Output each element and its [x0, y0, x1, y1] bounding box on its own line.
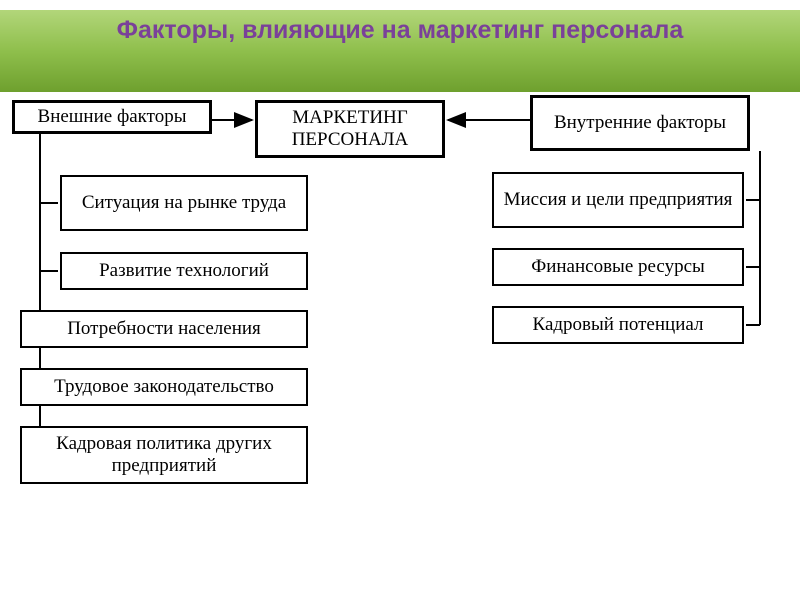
- node-l3: Трудовое законодательство: [20, 368, 308, 406]
- page-title: Факторы, влияющие на маркетинг персонала: [0, 14, 800, 47]
- node-r0: Миссия и цели предприятия: [492, 172, 744, 228]
- node-r1: Финансовые ресурсы: [492, 248, 744, 286]
- node-rhead: Внутренние факторы: [530, 95, 750, 151]
- node-l1: Развитие технологий: [60, 252, 308, 290]
- node-l0: Ситуация на рынке труда: [60, 175, 308, 231]
- node-center: МАРКЕТИНГ ПЕРСОНАЛА: [255, 100, 445, 158]
- node-r2: Кадровый потенциал: [492, 306, 744, 344]
- node-lhead: Внешние факторы: [12, 100, 212, 134]
- node-l4: Кадровая политика других предприятий: [20, 426, 308, 484]
- node-l2: Потребности населения: [20, 310, 308, 348]
